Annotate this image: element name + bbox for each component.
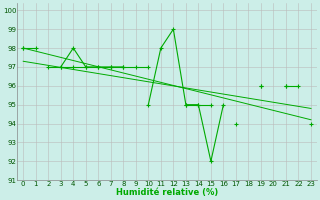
- X-axis label: Humidité relative (%): Humidité relative (%): [116, 188, 218, 197]
